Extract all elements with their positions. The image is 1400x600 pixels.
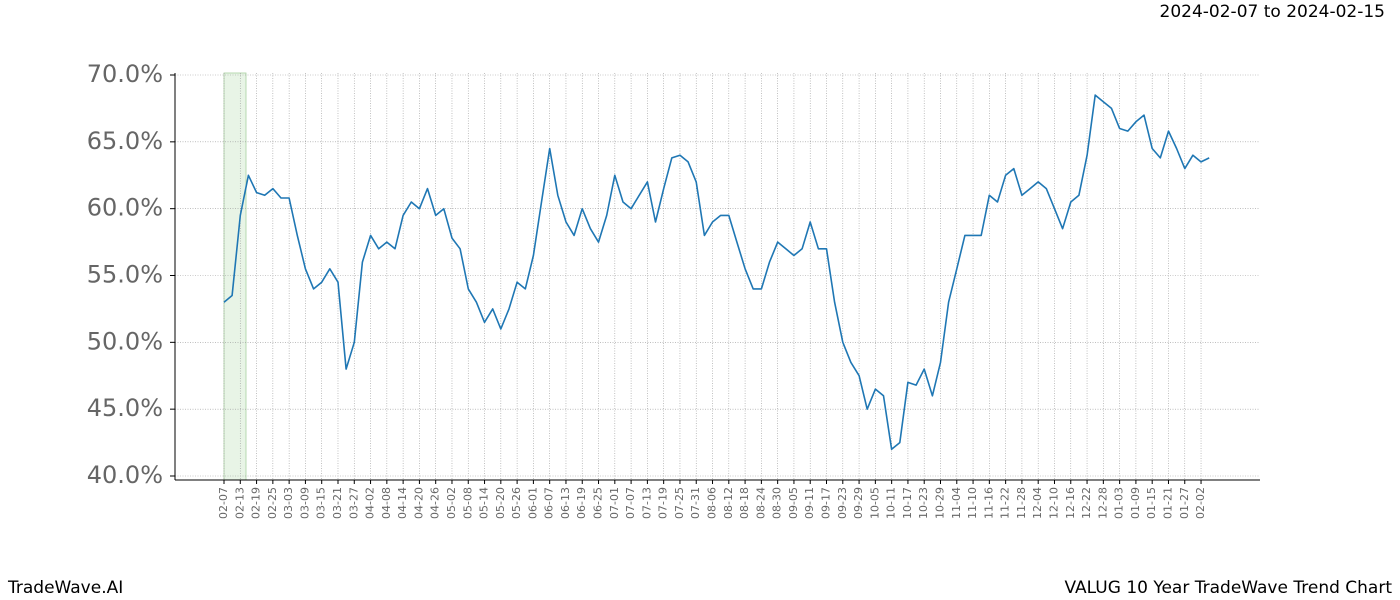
x-tick-label: 03-27 <box>347 487 360 519</box>
x-tick-label: 11-16 <box>982 487 995 519</box>
x-tick-label: 10-17 <box>901 487 914 519</box>
x-tick-label: 07-13 <box>640 487 653 519</box>
x-tick-label: 01-27 <box>1178 487 1191 519</box>
x-tick-label: 06-13 <box>559 487 572 519</box>
footer-right: VALUG 10 Year TradeWave Trend Chart <box>1065 578 1393 598</box>
x-tick-label: 05-20 <box>494 487 507 519</box>
x-tick-label: 06-19 <box>575 487 588 519</box>
x-tick-label: 03-03 <box>282 487 295 519</box>
x-tick-label: 08-12 <box>722 487 735 519</box>
x-tick-label: 01-03 <box>1113 487 1126 519</box>
x-tick-label: 03-09 <box>298 487 311 519</box>
x-tick-label: 10-23 <box>917 487 930 519</box>
x-tick-label: 06-25 <box>592 487 605 519</box>
x-tick-label: 12-16 <box>1064 487 1077 519</box>
x-tick-label: 02-02 <box>1194 487 1207 519</box>
chart-title: 2024-02-07 to 2024-02-15 <box>1160 2 1385 22</box>
y-tick-label: 40.0% <box>87 461 163 489</box>
data-line <box>223 94 1210 451</box>
x-tick-label: 11-10 <box>966 487 979 519</box>
x-tick-label: 07-31 <box>689 487 702 519</box>
x-tick-label: 01-15 <box>1145 487 1158 519</box>
x-tick-label: 11-04 <box>950 487 963 519</box>
x-tick-label: 03-15 <box>315 487 328 519</box>
y-tick-label: 55.0% <box>87 261 163 289</box>
x-tick-label: 04-26 <box>429 487 442 519</box>
x-tick-label: 02-07 <box>217 487 230 519</box>
x-tick-label: 08-06 <box>706 487 719 519</box>
x-tick-label: 05-08 <box>461 487 474 519</box>
x-tick-label: 07-25 <box>673 487 686 519</box>
x-tick-label: 10-05 <box>868 487 881 519</box>
x-tick-label: 08-18 <box>738 487 751 519</box>
y-tick-label: 60.0% <box>87 194 163 222</box>
x-tick-label: 11-28 <box>1015 487 1028 519</box>
y-tick-label: 50.0% <box>87 327 163 355</box>
x-tick-label: 08-24 <box>754 487 767 519</box>
x-tick-label: 10-11 <box>885 487 898 519</box>
x-tick-label: 04-08 <box>380 487 393 519</box>
x-tick-label: 09-11 <box>803 487 816 519</box>
x-tick-label: 10-29 <box>933 487 946 519</box>
x-tick-label: 05-26 <box>510 487 523 519</box>
x-tick-label: 12-28 <box>1096 487 1109 519</box>
x-tick-label: 09-17 <box>820 487 833 519</box>
x-tick-label: 08-30 <box>771 487 784 519</box>
x-tick-label: 07-07 <box>624 487 637 519</box>
x-tick-label: 12-10 <box>1047 487 1060 519</box>
x-tick-label: 12-04 <box>1031 487 1044 519</box>
x-tick-label: 04-14 <box>396 487 409 519</box>
x-tick-label: 02-25 <box>266 487 279 519</box>
x-tick-label: 12-22 <box>1080 487 1093 519</box>
x-tick-label: 09-29 <box>852 487 865 519</box>
y-tick-label: 45.0% <box>87 394 163 422</box>
x-tick-label: 11-22 <box>999 487 1012 519</box>
x-tick-label: 02-19 <box>250 487 263 519</box>
x-tick-label: 07-19 <box>657 487 670 519</box>
x-tick-label: 06-01 <box>526 487 539 519</box>
footer-left: TradeWave.AI <box>7 578 123 598</box>
x-tick-label: 09-23 <box>836 487 849 519</box>
x-tick-label: 09-05 <box>787 487 800 519</box>
x-tick-label: 07-01 <box>608 487 621 519</box>
x-tick-label: 04-20 <box>412 487 425 519</box>
y-tick-label: 70.0% <box>87 60 163 88</box>
y-tick-label: 65.0% <box>87 127 163 155</box>
x-tick-label: 06-07 <box>543 487 556 519</box>
highlight-band <box>223 72 247 481</box>
x-tick-label: 03-21 <box>331 487 344 519</box>
x-tick-label: 02-13 <box>233 487 246 519</box>
x-tick-label: 05-14 <box>478 487 491 519</box>
x-tick-label: 05-02 <box>445 487 458 519</box>
x-tick-label: 04-02 <box>364 487 377 519</box>
x-tick-label: 01-21 <box>1161 487 1174 519</box>
x-tick-label: 01-09 <box>1129 487 1142 519</box>
